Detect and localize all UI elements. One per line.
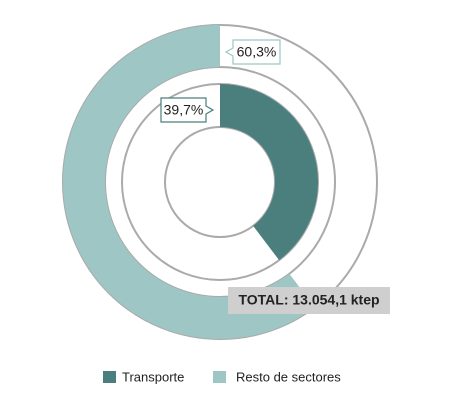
legend-swatch	[103, 371, 116, 383]
legend-label: Resto de sectores	[236, 369, 341, 384]
callout-box	[224, 39, 281, 65]
legend-label: Transporte	[122, 369, 184, 384]
donut-segment	[63, 25, 315, 339]
total-label: TOTAL: 13.054,1 ktep	[238, 292, 379, 308]
legend-swatch	[213, 371, 226, 383]
ring-outline	[164, 126, 276, 238]
data-label: 39,7%	[164, 102, 204, 118]
callout-box	[160, 97, 215, 123]
total-box	[228, 287, 390, 314]
donut-segment	[220, 84, 318, 261]
data-label: 60,3%	[237, 44, 277, 60]
